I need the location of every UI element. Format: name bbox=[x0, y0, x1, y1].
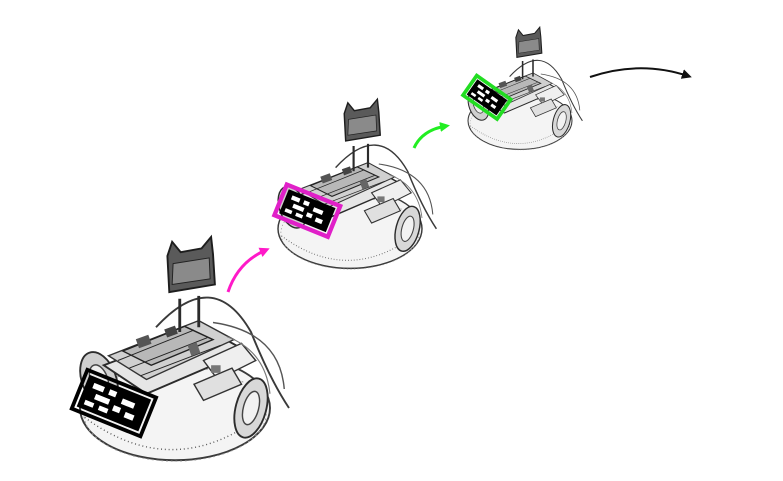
arrow-black bbox=[589, 67, 692, 79]
robot-2 bbox=[271, 98, 438, 271]
arrow-magenta bbox=[226, 247, 270, 293]
fiducial-marker-1 bbox=[69, 367, 159, 439]
arrow-green bbox=[412, 122, 450, 149]
robot-3 bbox=[460, 26, 584, 151]
robot-1 bbox=[69, 235, 291, 463]
fiducial-marker-2 bbox=[271, 181, 344, 240]
fiducial-marker-3 bbox=[460, 73, 514, 122]
